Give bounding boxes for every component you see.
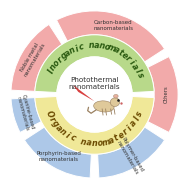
Text: t: t — [113, 133, 120, 143]
Text: e: e — [120, 50, 129, 61]
Text: e: e — [117, 130, 126, 141]
Text: n: n — [92, 139, 97, 148]
Circle shape — [57, 57, 132, 132]
Wedge shape — [11, 98, 41, 132]
Text: r: r — [56, 55, 65, 64]
Text: a: a — [86, 138, 92, 148]
Text: n: n — [79, 137, 87, 147]
Text: n: n — [58, 127, 68, 137]
Text: a: a — [63, 48, 73, 58]
Text: Polymer-based
nanomaterials: Polymer-based nanomaterials — [116, 137, 145, 176]
Text: a: a — [129, 119, 139, 129]
Text: Carbon-based
nanomaterials: Carbon-based nanomaterials — [93, 20, 133, 31]
Text: o: o — [103, 42, 110, 52]
Text: i: i — [126, 124, 134, 132]
Text: n: n — [98, 41, 105, 51]
Text: m: m — [101, 137, 111, 148]
Wedge shape — [148, 57, 178, 132]
Text: Noble metal
nanomaterials: Noble metal nanomaterials — [18, 40, 47, 78]
Text: c: c — [68, 133, 77, 143]
Text: g: g — [59, 51, 69, 61]
Text: I: I — [46, 68, 56, 75]
Text: a: a — [54, 123, 64, 133]
Wedge shape — [35, 35, 154, 93]
Text: Porphyrin-based
nanomaterials: Porphyrin-based nanomaterials — [36, 151, 81, 162]
Text: n: n — [48, 62, 59, 72]
Text: o: o — [97, 138, 103, 148]
Text: Cyanine-based
nanomaterials: Cyanine-based nanomaterials — [15, 94, 35, 132]
Text: i: i — [127, 59, 136, 67]
Wedge shape — [98, 127, 165, 178]
Text: r: r — [122, 127, 130, 137]
Text: o: o — [52, 58, 62, 68]
Text: l: l — [132, 116, 142, 122]
Wedge shape — [11, 24, 62, 91]
Text: n: n — [68, 45, 77, 56]
Text: s: s — [134, 110, 145, 118]
Text: r: r — [124, 54, 133, 64]
Ellipse shape — [110, 98, 120, 106]
Text: m: m — [106, 43, 117, 54]
Text: O: O — [44, 109, 55, 119]
Text: i: i — [64, 131, 71, 140]
Text: Photothermal
nanomaterials: Photothermal nanomaterials — [69, 77, 120, 90]
Text: a: a — [112, 45, 120, 56]
Text: r: r — [47, 115, 57, 123]
Wedge shape — [24, 127, 91, 178]
Wedge shape — [35, 96, 154, 154]
Text: t: t — [116, 48, 124, 58]
Text: i: i — [74, 44, 80, 53]
Text: n: n — [88, 41, 95, 50]
Ellipse shape — [113, 94, 118, 98]
Polygon shape — [73, 85, 94, 101]
Text: s: s — [135, 71, 145, 79]
Ellipse shape — [94, 101, 114, 112]
Text: l: l — [133, 67, 142, 74]
Text: Others: Others — [164, 86, 169, 103]
Wedge shape — [57, 11, 165, 62]
Text: g: g — [50, 119, 60, 129]
Text: a: a — [107, 136, 115, 146]
Text: c: c — [78, 42, 85, 52]
Text: a: a — [94, 41, 100, 50]
Text: a: a — [130, 62, 140, 71]
